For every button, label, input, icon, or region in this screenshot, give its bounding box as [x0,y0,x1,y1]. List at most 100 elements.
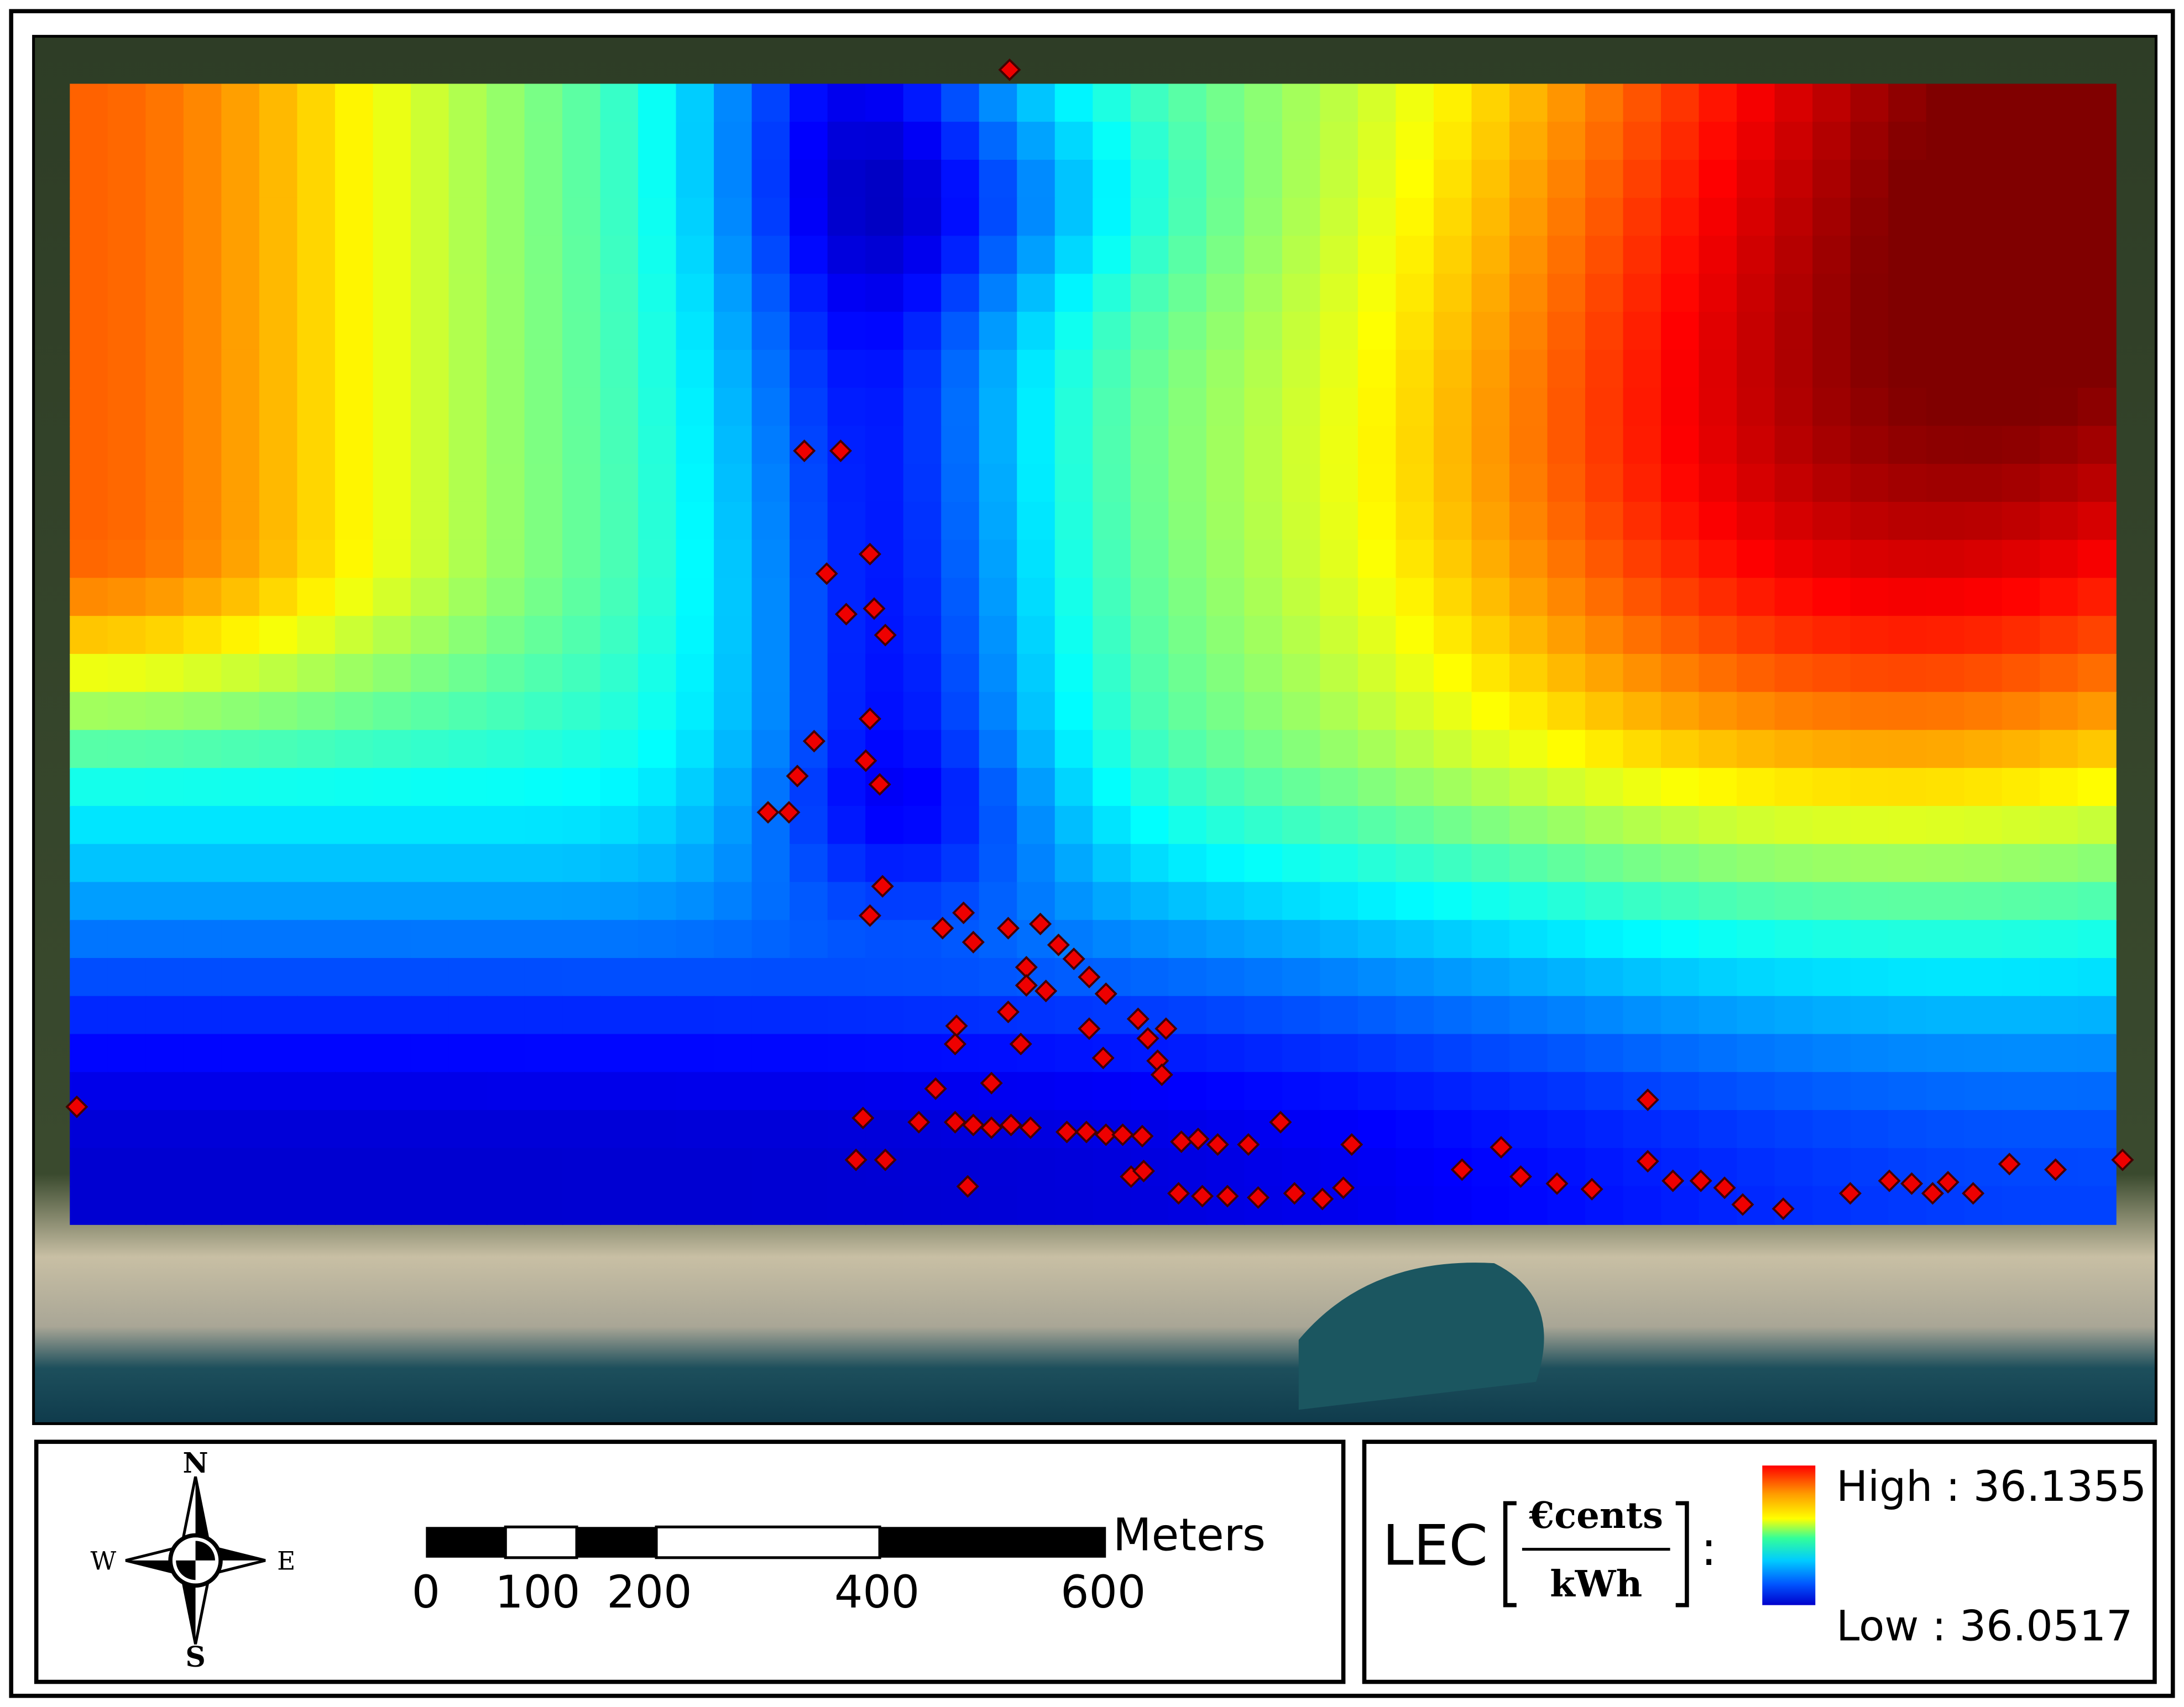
heat-cell [1320,235,1359,275]
compass-north: N [182,1447,208,1479]
heat-cell [827,388,866,427]
heat-cell [486,464,526,503]
heat-cell [865,274,905,313]
sample-point [1111,1123,1135,1146]
heat-cell [865,653,905,693]
outer-frame [9,9,2175,1698]
heat-cell [1206,197,1245,237]
heat-cell [1433,616,1472,655]
heat-cell [486,1148,526,1187]
heat-cell [259,540,298,579]
sample-point [1921,1182,1944,1205]
heat-cell [1812,235,1852,275]
heat-cell [1320,83,1359,123]
heat-cell [638,578,677,617]
heat-cell [865,312,905,351]
heat-cell [183,349,222,389]
heat-cell [676,653,715,693]
heat-cell [714,349,753,389]
heat-cell [676,312,715,351]
heat-cell [1661,768,1700,807]
heat-cell [448,1148,488,1187]
heat-cell [373,1072,412,1111]
heat-cell [1206,958,1245,997]
heat-cell [1054,122,1094,161]
heat-cell [1585,692,1624,731]
sample-point [1636,1088,1659,1112]
heat-cell [714,197,753,237]
heat-cell [941,1072,980,1111]
heat-cell [1244,312,1283,351]
heat-cell [1357,692,1397,731]
heat-cell [524,235,563,275]
heat-cell [751,1186,791,1225]
sample-point [1247,1186,1270,1209]
heat-cell [1547,1186,1586,1225]
heat-cell [1054,274,1094,313]
heat-cell [1357,1034,1397,1073]
heat-cell [1850,464,1889,503]
sample-point [1091,1046,1115,1070]
heat-cell [979,122,1018,161]
heat-cell [183,122,222,161]
heat-cell [1661,464,1700,503]
heat-cell [903,653,942,693]
heat-cell [70,1186,109,1225]
heat-cell [1661,730,1700,769]
heat-cell [1547,616,1586,655]
heat-cell [790,274,829,313]
heat-cell [221,844,260,883]
heat-cell [1017,882,1056,921]
heat-cell [1812,197,1852,237]
heat-cell [1320,768,1359,807]
heat-cell [297,464,336,503]
heat-cell [70,882,109,921]
sample-point [1136,1027,1159,1050]
heat-cell [903,805,942,845]
heat-cell [1737,426,1776,465]
heat-cell [221,768,260,807]
heat-cell [1812,805,1852,845]
heat-cell [70,805,109,845]
heat-cell [600,958,639,997]
heat-cell [1396,1110,1435,1149]
heat-cell [1433,122,1472,161]
heat-cell [827,653,866,693]
heat-cell [1130,1186,1169,1225]
heat-cell [373,349,412,389]
heat-cell [1396,197,1435,237]
heat-cell [221,920,260,959]
scale-tick-label: 200 [607,1567,692,1619]
heat-cell [1093,653,1132,693]
heat-cell [941,501,980,541]
heat-cell [1737,83,1776,123]
heat-cell [1585,274,1624,313]
heat-cell [1396,388,1435,427]
heat-cell [1699,1034,1738,1073]
heat-cell [221,616,260,655]
heat-cell [1774,844,1814,883]
heat-cell [1093,540,1132,579]
heat-cell [903,426,942,465]
legend-brackets [1503,1501,1689,1607]
heat-cell [1850,197,1889,237]
heat-cell [221,349,260,389]
heat-cell [638,235,677,275]
heat-cell [107,274,147,313]
heat-cell [562,312,602,351]
heat-cell [827,958,866,997]
heat-cell [2077,844,2117,883]
heat-cell [1888,312,1927,351]
heat-cell [1130,464,1169,503]
heat-cell [1547,996,1586,1035]
heat-cell [562,616,602,655]
sample-point [1131,1124,1154,1148]
sample-point [1154,1017,1178,1040]
heat-cell [1774,805,1814,845]
heat-cell [107,312,147,351]
sample-point [907,1111,931,1134]
heat-cell [221,882,260,921]
heat-cell [1926,235,1965,275]
heat-cell [1282,996,1321,1035]
heat-cell [714,1148,753,1187]
